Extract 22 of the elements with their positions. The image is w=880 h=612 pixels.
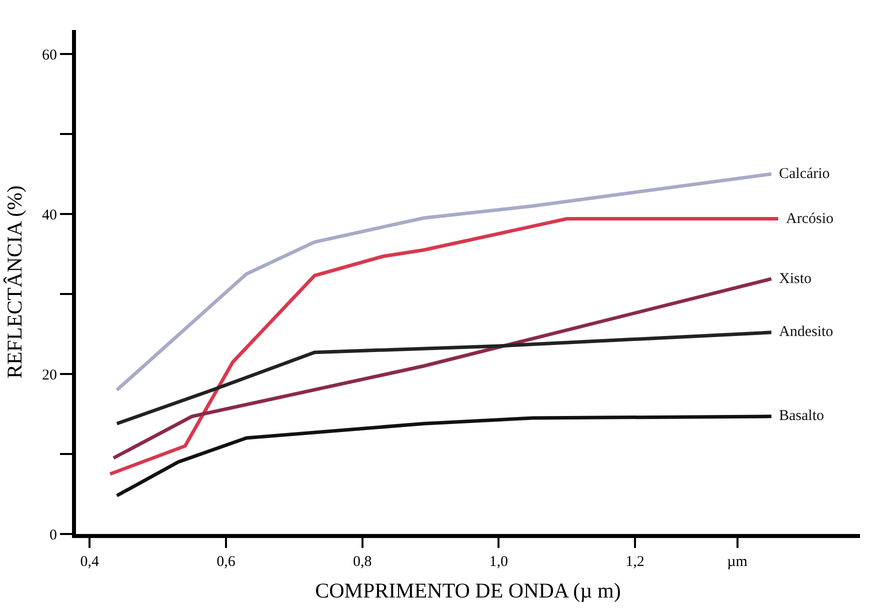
x-tick-label: 0,4 xyxy=(80,554,100,570)
line-series xyxy=(115,414,774,498)
line-series xyxy=(108,217,780,476)
x-tick-label: µm xyxy=(727,554,748,570)
line-series xyxy=(112,277,774,460)
y-axis-title: REFLECTÂNCIA (%) xyxy=(2,185,27,379)
y-tick-label: 0 xyxy=(50,527,57,544)
y-tick-label: 60 xyxy=(42,47,57,64)
series-label: Andesito xyxy=(779,324,834,340)
x-tick-label: 1,0 xyxy=(489,554,508,570)
line-series xyxy=(115,330,774,426)
y-tick-label: 40 xyxy=(42,207,57,224)
x-tick-label: 0,8 xyxy=(352,554,372,570)
x-tick-label: 1,2 xyxy=(626,554,644,570)
y-tick-label: 20 xyxy=(42,367,57,384)
line-series xyxy=(115,172,774,392)
series-label: Arcósio xyxy=(786,211,834,227)
series-label: Xisto xyxy=(779,271,812,287)
series-label: Basalto xyxy=(779,408,824,424)
series-label: Calcário xyxy=(779,166,830,182)
x-tick-label: 0,6 xyxy=(216,554,236,570)
x-axis-title: COMPRIMENTO DE ONDA (µ m) xyxy=(315,578,621,603)
